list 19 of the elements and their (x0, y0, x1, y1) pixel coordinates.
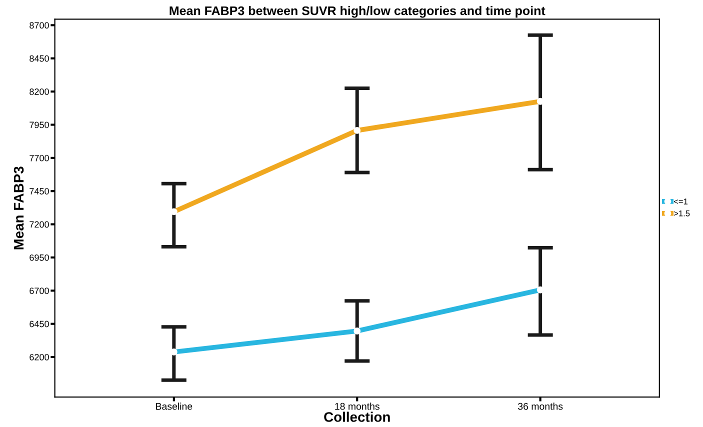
y-axis-title: Mean FABP3 (14, 166, 24, 250)
y-tick-label: 8700 (30, 22, 49, 29)
y-tick-label: 7450 (30, 188, 49, 194)
chart-title: Mean FABP3 between SUVR high/low categories and time point (170, 6, 546, 18)
y-tick-label: 8200 (30, 88, 49, 95)
y-tick-label: 6200 (30, 354, 49, 360)
y-tick-label: 7950 (30, 122, 49, 128)
y-tick-label: 6450 (30, 320, 49, 328)
x-tick-label: 36 months (518, 402, 563, 410)
y-tick-label: 7700 (30, 154, 49, 162)
y-tick-label: 6950 (30, 254, 49, 261)
x-tick-label: 18 months (335, 402, 380, 410)
legend-label: >1.5 (674, 210, 690, 216)
legend-label: <=1 (674, 198, 688, 204)
y-tick-label: 7200 (30, 221, 49, 228)
x-tick-label: Baseline (156, 402, 192, 410)
y-tick-label: 8450 (30, 55, 49, 62)
y-tick-label: 6700 (30, 288, 49, 294)
x-axis-title: Collection (324, 412, 390, 422)
